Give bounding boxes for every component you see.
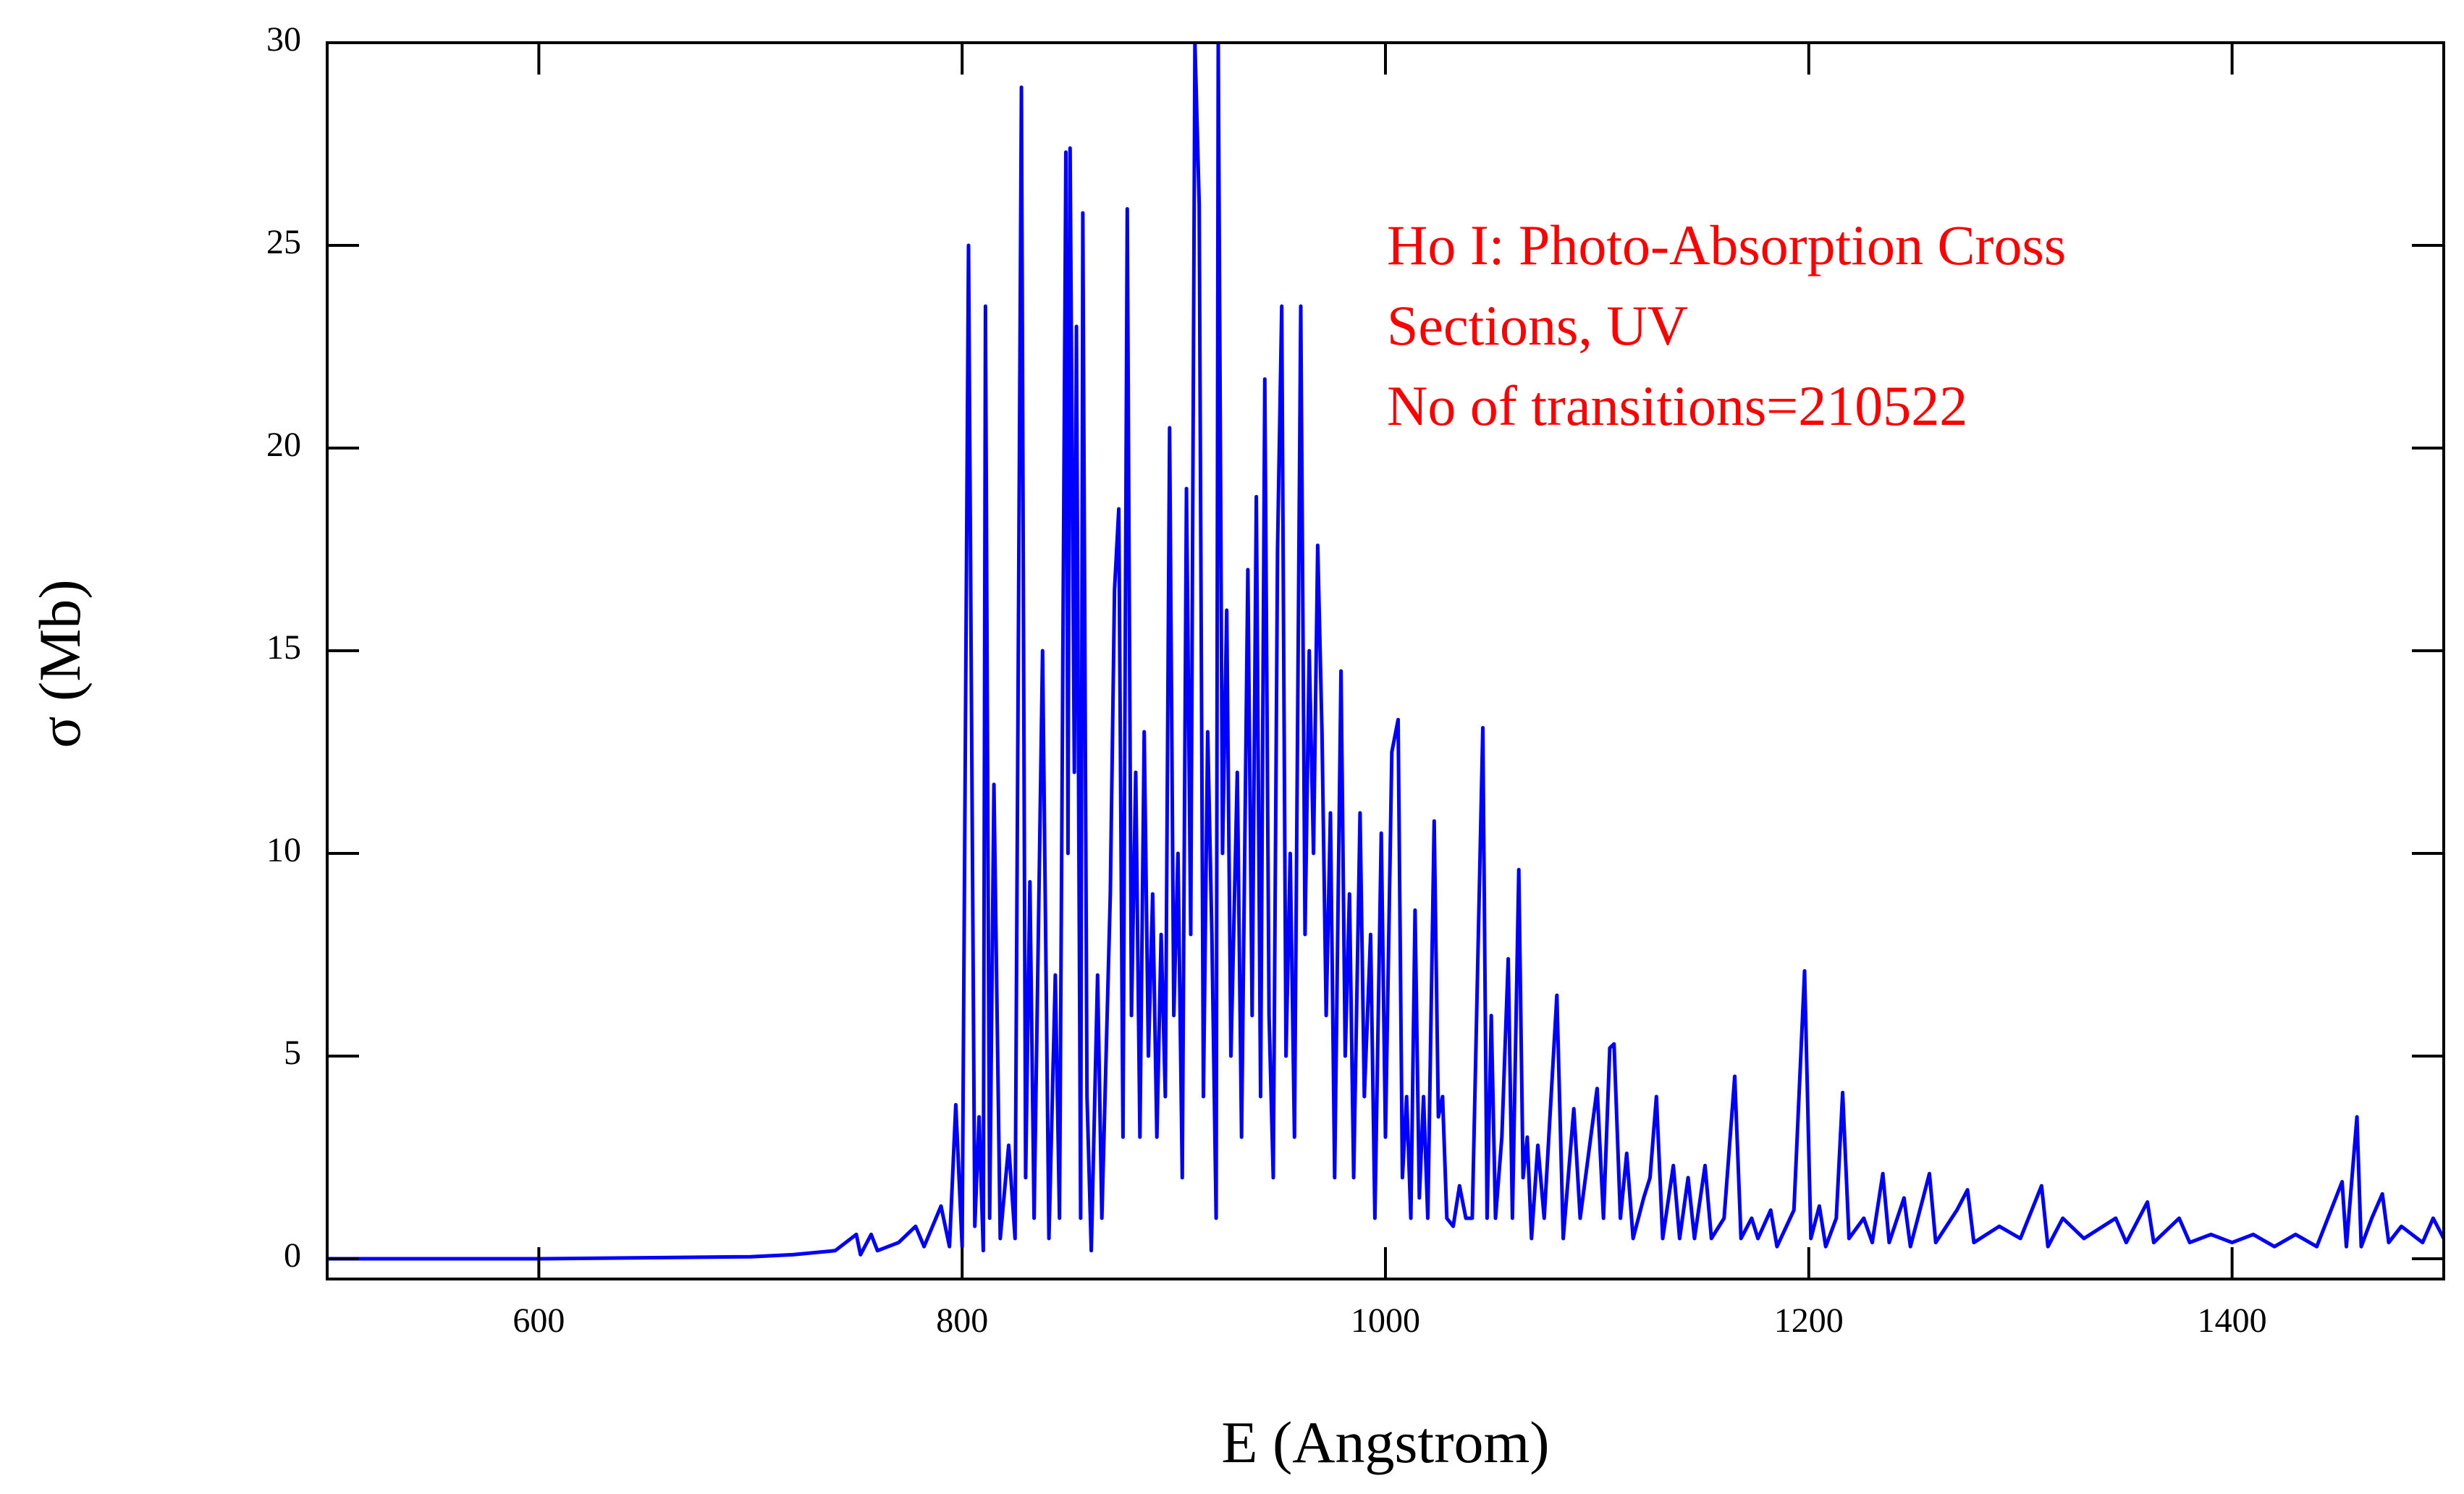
annotation: No of transitions=210522: [1387, 374, 1967, 437]
annotation: Sections, UV: [1387, 294, 1688, 357]
y-tick-label: 15: [266, 628, 301, 667]
y-axis-label: σ (Mb): [27, 579, 93, 748]
y-tick-label: 25: [266, 223, 301, 261]
x-tick-label: 1000: [1351, 1301, 1420, 1340]
x-tick-label: 800: [936, 1301, 988, 1340]
y-tick-label: 0: [284, 1236, 301, 1275]
y-tick-label: 10: [266, 831, 301, 869]
y-tick-label: 20: [266, 426, 301, 464]
x-tick-label: 600: [512, 1301, 565, 1340]
y-tick-label: 30: [266, 20, 301, 59]
x-tick-label: 1200: [1774, 1301, 1844, 1340]
x-axis-label: E (Angstrom): [1221, 1409, 1549, 1475]
annotation: Ho I: Photo-Absorption Cross: [1387, 214, 2066, 277]
data-line: [327, 43, 2444, 1261]
x-tick-label: 1400: [2198, 1301, 2267, 1340]
y-tick-label: 5: [284, 1034, 301, 1072]
